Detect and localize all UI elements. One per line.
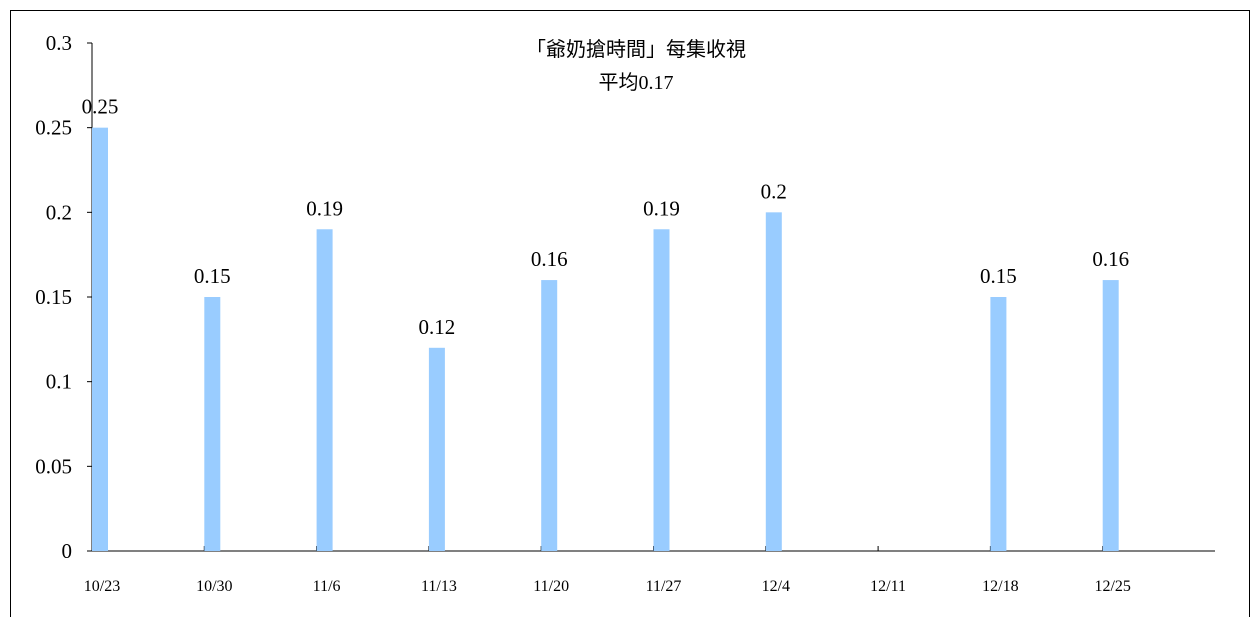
- x-tick-label: 10/30: [196, 578, 232, 595]
- y-tick-label: 0.15: [35, 285, 72, 309]
- data-label: 0.2: [761, 179, 787, 203]
- y-tick-label: 0.2: [46, 200, 72, 224]
- x-tick-label: 12/4: [762, 578, 790, 595]
- bars: [92, 127, 1119, 552]
- y-tick-label: 0.3: [46, 31, 72, 55]
- bar: [541, 280, 558, 551]
- x-tick-label: 11/27: [646, 578, 682, 595]
- chart-subtitle: 平均0.17: [599, 71, 674, 94]
- bar: [653, 229, 670, 551]
- data-label: 0.16: [1092, 247, 1129, 271]
- y-tick-label: 0.05: [35, 454, 72, 478]
- bar: [765, 212, 782, 552]
- x-tick-label: 11/13: [421, 578, 457, 595]
- bar: [990, 297, 1007, 551]
- y-tick-label: 0: [62, 539, 73, 563]
- chart-title: 「爺奶搶時間」每集收視: [526, 38, 746, 61]
- chart-border: [10, 10, 1250, 617]
- x-tick-label: 10/23: [84, 578, 120, 595]
- x-tick-label: 11/20: [533, 578, 569, 595]
- data-label: 0.15: [980, 264, 1017, 288]
- x-tick-label: 11/6: [313, 578, 341, 595]
- data-label: 0.16: [531, 247, 568, 271]
- x-tick-label: 12/18: [982, 578, 1018, 595]
- x-tick-label: 12/25: [1094, 578, 1130, 595]
- bar: [1102, 280, 1119, 551]
- data-labels: 0.25 0.15 0.19 0.12 0.16 0.19 0.2 0.15 0.16: [82, 95, 1129, 339]
- x-tick-label: 12/11: [870, 578, 906, 595]
- data-label: 0.19: [306, 196, 343, 220]
- y-tick-label: 0.25: [35, 116, 72, 140]
- data-label: 0.15: [194, 264, 231, 288]
- y-tick-label: 0.1: [46, 370, 72, 394]
- data-label: 0.12: [419, 315, 456, 339]
- bar: [92, 127, 108, 552]
- y-axis: 0 0.05 0.1 0.15 0.2 0.25 0.3: [35, 31, 93, 563]
- bar: [204, 297, 221, 551]
- bar: [316, 229, 333, 551]
- data-label: 0.25: [82, 95, 119, 119]
- bar: [428, 347, 445, 551]
- x-axis: 10/23 10/30 11/6 11/13 11/20 11/27 12/4 12/11 12…: [84, 546, 1215, 595]
- data-label: 0.19: [643, 196, 680, 220]
